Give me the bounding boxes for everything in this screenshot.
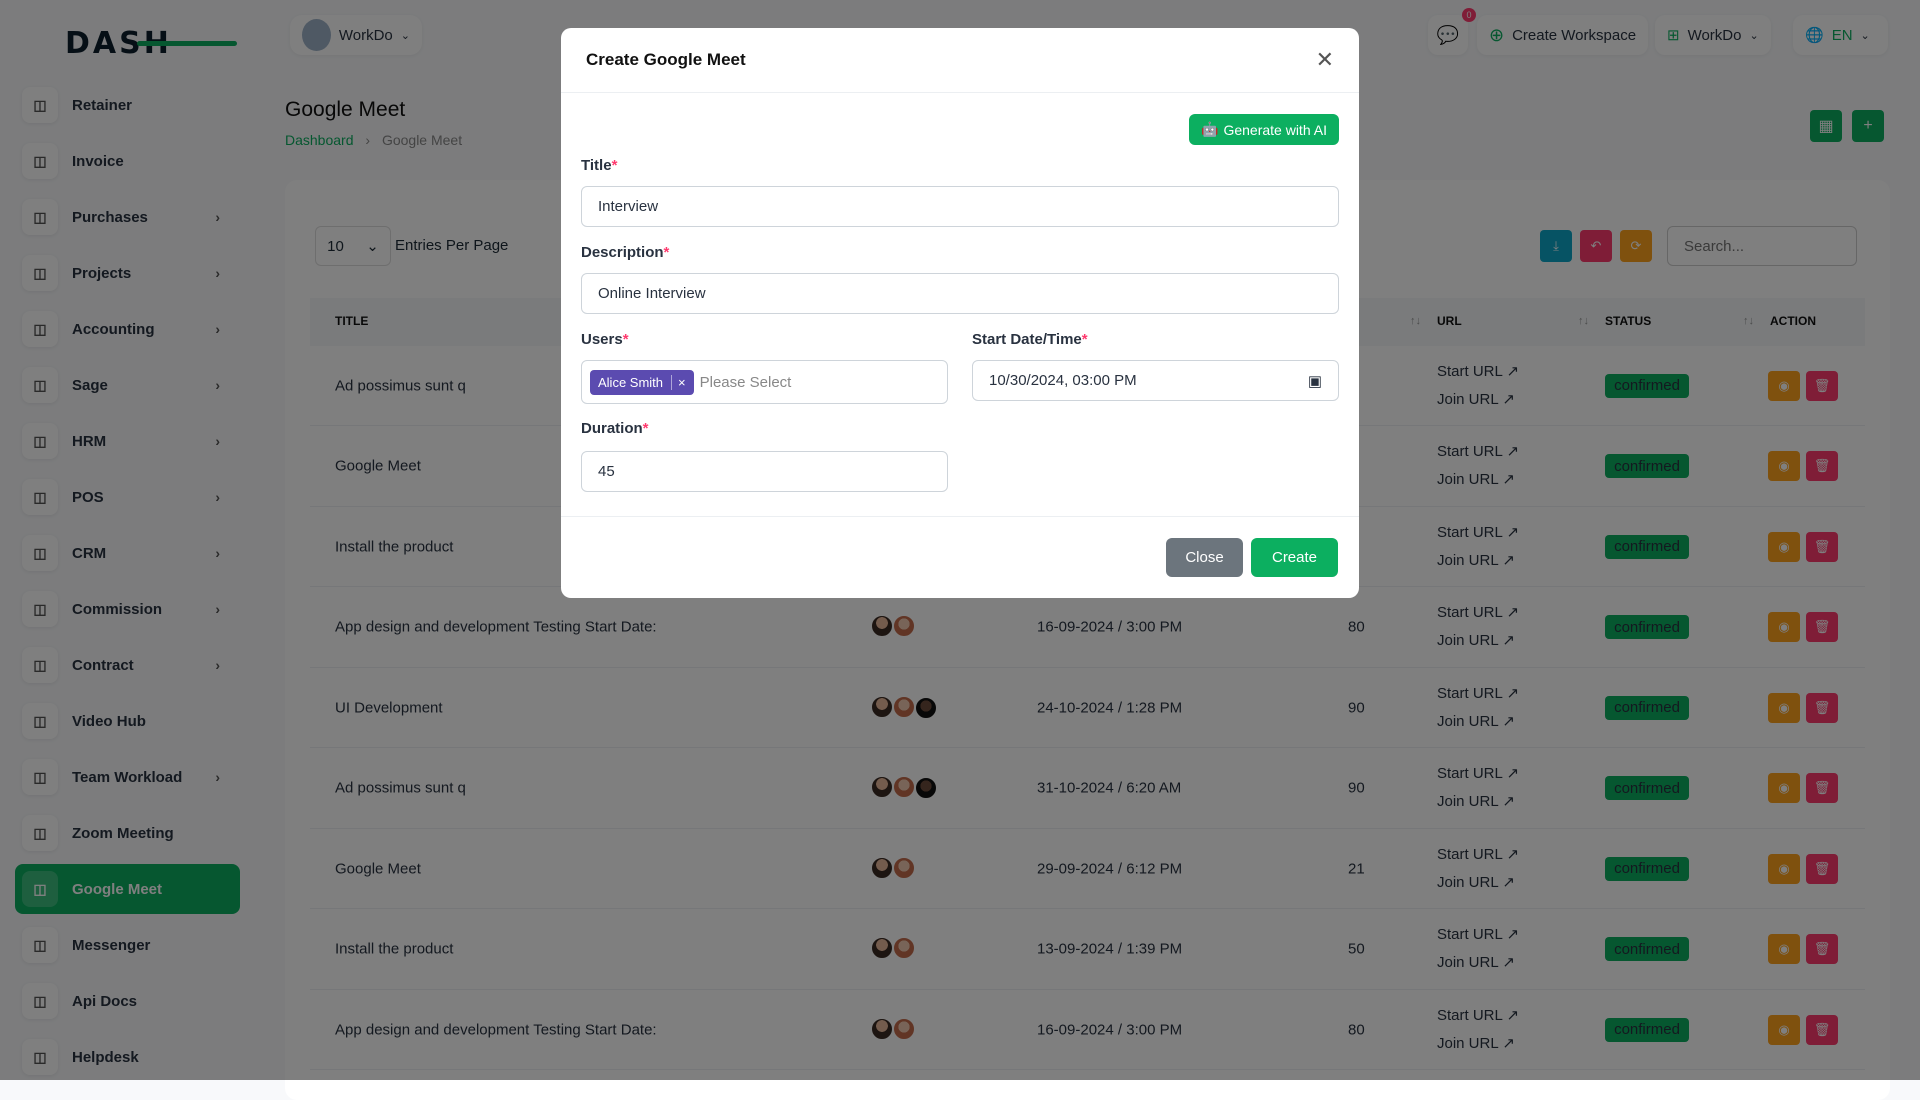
generate-ai-button[interactable]: 🤖 Generate with AI [1189,114,1339,145]
start-datetime-input[interactable]: 10/30/2024, 03:00 PM ▣ [972,360,1339,401]
remove-user-icon[interactable]: × [671,374,686,390]
users-select[interactable]: Alice Smith × Please Select [581,360,948,404]
title-input[interactable]: Interview [581,186,1339,227]
create-button[interactable]: Create [1251,538,1338,577]
description-input[interactable]: Online Interview [581,273,1339,314]
duration-label: Duration* [581,420,649,437]
modal-footer-divider [561,516,1359,517]
close-button[interactable]: Close [1166,538,1243,577]
title-label: Title* [581,157,618,174]
description-label: Description* [581,244,670,261]
selected-user-chip: Alice Smith × [590,369,694,395]
start-date-label: Start Date/Time* [972,331,1088,348]
modal-title: Create Google Meet [586,50,746,69]
users-label: Users* [581,331,629,348]
users-placeholder: Please Select [699,373,792,391]
create-google-meet-modal: Create Google Meet ✕ 🤖 Generate with AI T… [561,28,1359,598]
robot-icon: 🤖 [1201,121,1219,137]
calendar-icon[interactable]: ▣ [1307,372,1322,390]
close-icon[interactable]: ✕ [1315,47,1334,72]
duration-input[interactable]: 45 [581,451,948,492]
